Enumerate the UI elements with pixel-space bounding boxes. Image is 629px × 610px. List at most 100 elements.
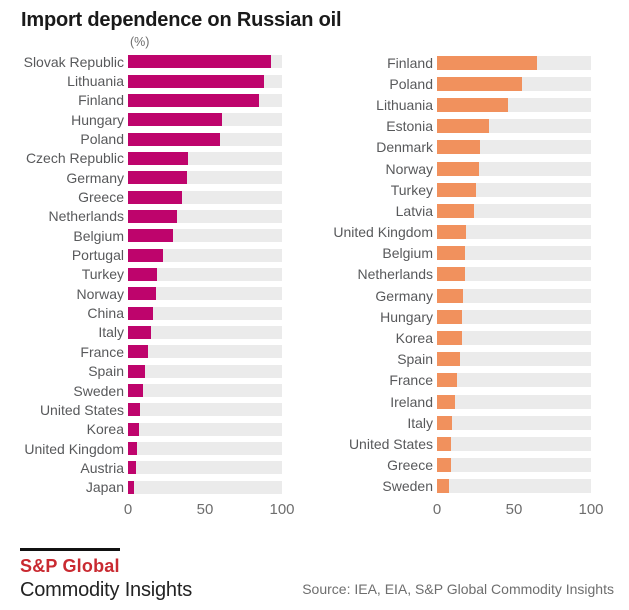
bar-track xyxy=(437,458,591,473)
chart-row: Finland xyxy=(330,52,591,73)
chart-row: Germany xyxy=(10,168,282,187)
chart-row: China xyxy=(10,303,282,322)
axis-tick-label: 50 xyxy=(196,500,214,518)
chart-row: France xyxy=(330,370,591,391)
chart-row: Turkey xyxy=(10,265,282,284)
logo-line2: Commodity Insights xyxy=(20,579,193,601)
bar-label: United States xyxy=(348,435,433,452)
chart-row: Sweden xyxy=(330,476,591,497)
bar-label: France xyxy=(80,343,124,360)
bar-track xyxy=(437,182,591,197)
bar xyxy=(128,209,178,223)
chart-left-rows: Slovak Republic Lithuania Finland Hungary Po… xyxy=(10,52,282,497)
bar xyxy=(437,458,451,473)
bar-label: Germany xyxy=(375,287,433,304)
chart-row: United Kingdom xyxy=(330,222,591,243)
bar-track xyxy=(128,229,282,243)
bar-label: Hungary xyxy=(71,111,124,128)
bar xyxy=(437,373,458,388)
axis-tick-label: 100 xyxy=(578,500,604,518)
bar-track xyxy=(437,55,591,70)
bar-label: Finland xyxy=(78,92,124,109)
bar xyxy=(437,415,453,430)
bar-label: Sweden xyxy=(73,382,124,399)
chart-row: Italy xyxy=(10,323,282,342)
bar-track xyxy=(437,119,591,134)
bar-track xyxy=(128,480,282,494)
chart-row: Norway xyxy=(10,284,282,303)
chart-row: Lithuania xyxy=(330,94,591,115)
chart-row: United States xyxy=(10,400,282,419)
bar-label: Belgium xyxy=(382,245,433,262)
bar-label: France xyxy=(389,372,433,389)
bar-track xyxy=(128,151,282,165)
chart-row: United States xyxy=(330,433,591,454)
chart-row: United Kingdom xyxy=(10,439,282,458)
bar xyxy=(128,306,153,320)
bar xyxy=(437,309,462,324)
bar xyxy=(128,267,158,281)
chart-row: Germany xyxy=(330,285,591,306)
chart-row: Sweden xyxy=(10,381,282,400)
bar xyxy=(128,171,187,185)
bar-track xyxy=(128,422,282,436)
chart-row: Greece xyxy=(330,455,591,476)
bar-label: Lithuania xyxy=(67,73,124,90)
charts-container: (%) Slovak Republic Lithuania Finland Hunga… xyxy=(0,32,629,519)
chart-row: Slovak Republic xyxy=(10,52,282,71)
chart-row: Finland xyxy=(10,91,282,110)
bar xyxy=(128,287,156,301)
bar-track xyxy=(128,248,282,262)
bar-label: Lithuania xyxy=(376,96,433,113)
bar-track xyxy=(128,267,282,281)
chart-row: Hungary xyxy=(330,306,591,327)
bar-label: Austria xyxy=(80,459,124,476)
sp-global-logo: S&P Global Commodity Insights xyxy=(20,548,192,602)
bar-track xyxy=(128,190,282,204)
bar-label: Poland xyxy=(389,75,433,92)
bar xyxy=(437,267,465,282)
bar-label: Czech Republic xyxy=(25,150,124,167)
bar-label: Hungary xyxy=(380,308,433,325)
chart-row: Netherlands xyxy=(330,264,591,285)
bar-label: Spain xyxy=(88,363,124,380)
bar-track xyxy=(437,288,591,303)
bar-label: Japan xyxy=(85,479,124,496)
bar-label: United Kingdom xyxy=(24,440,124,457)
bar-label: Slovak Republic xyxy=(23,53,124,70)
bar-label: Netherlands xyxy=(48,208,125,225)
bar-label: Turkey xyxy=(81,266,124,283)
bar xyxy=(128,384,144,398)
bar xyxy=(128,55,272,69)
bar-label: Italy xyxy=(407,414,433,431)
bar-label: Turkey xyxy=(390,181,433,198)
bar xyxy=(437,76,522,91)
bar-track xyxy=(437,97,591,112)
chart-row: Lithuania xyxy=(10,71,282,90)
chart-row: Czech Republic xyxy=(10,149,282,168)
bar xyxy=(128,132,221,146)
bar xyxy=(437,225,467,240)
bar xyxy=(437,436,451,451)
bar xyxy=(128,113,222,127)
chart-row: Spain xyxy=(330,349,591,370)
bar-track xyxy=(437,331,591,346)
bar-label: Korea xyxy=(395,330,433,347)
chart-row: Poland xyxy=(330,73,591,94)
chart-left-axis: 0 50 100 xyxy=(124,500,295,519)
bar-label: Norway xyxy=(76,285,124,302)
bar-track xyxy=(437,394,591,409)
bar xyxy=(128,403,141,417)
bar xyxy=(437,331,462,346)
unit-label: (%) xyxy=(130,35,150,49)
bar xyxy=(128,325,152,339)
bar-track xyxy=(128,345,282,359)
bar-track xyxy=(128,384,282,398)
bar xyxy=(437,352,461,367)
logo-rule xyxy=(20,548,120,551)
bar-track xyxy=(437,140,591,155)
bar-track xyxy=(437,309,591,324)
footer: S&P Global Commodity Insights Source: IE… xyxy=(0,534,629,610)
chart-row: Estonia xyxy=(330,116,591,137)
bar xyxy=(128,364,145,378)
